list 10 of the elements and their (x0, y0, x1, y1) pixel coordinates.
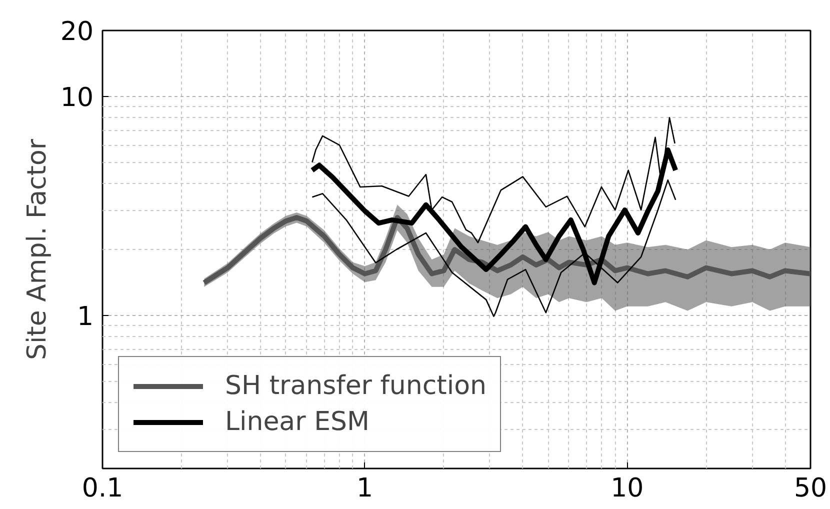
legend-label: Linear ESM (225, 407, 370, 437)
y-tick-label: 20 (60, 17, 94, 47)
x-tick-label: 0.1 (82, 474, 124, 504)
x-tick-label: 10 (610, 474, 644, 504)
y-axis-title: Site Ampl. Factor (22, 138, 52, 360)
x-tick-label: 50 (794, 474, 828, 504)
legend-label: SH transfer function (225, 371, 486, 401)
y-tick-label: 1 (76, 302, 94, 332)
y-tick-label: 10 (60, 82, 94, 113)
x-tick-label: 1 (356, 474, 374, 504)
